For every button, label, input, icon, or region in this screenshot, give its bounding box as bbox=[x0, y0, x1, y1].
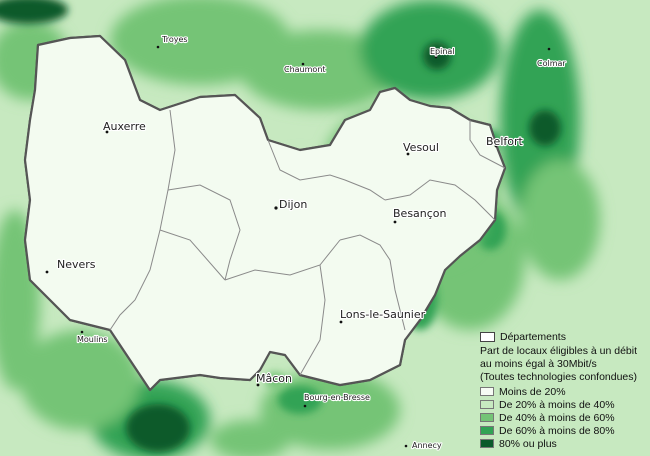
city-label-bourg: Bourg-en-Bresse bbox=[304, 393, 370, 402]
city-macon: Mâcon bbox=[255, 371, 293, 387]
city-marker bbox=[45, 270, 49, 274]
legend-class-label: De 60% à moins de 80% bbox=[499, 424, 615, 437]
legend-departments-label: Départements bbox=[500, 330, 566, 343]
city-label-belfort: Belfort bbox=[486, 135, 523, 148]
city-label-dijon: Dijon bbox=[279, 198, 307, 211]
city-marker bbox=[156, 45, 160, 49]
city-annecy: Annecy bbox=[404, 440, 443, 451]
department-boundaries bbox=[109, 109, 506, 376]
city-marker bbox=[105, 130, 109, 134]
legend-swatch bbox=[480, 426, 494, 435]
legend-swatch bbox=[480, 413, 494, 422]
city-auxerre: Auxerre bbox=[102, 119, 147, 134]
city-marker bbox=[80, 330, 84, 334]
legend-class-label: Moins de 20% bbox=[499, 385, 566, 398]
city-bourg: Bourg-en-Bresse bbox=[303, 392, 371, 408]
city-epinal: Epinal bbox=[429, 46, 456, 59]
city-marker bbox=[404, 444, 408, 448]
city-label-colmar: Colmar bbox=[537, 59, 566, 68]
city-label-annecy: Annecy bbox=[412, 441, 442, 450]
city-marker bbox=[494, 144, 498, 148]
legend-swatch bbox=[480, 400, 494, 409]
city-moulins: Moulins bbox=[76, 330, 109, 345]
city-belfort: Belfort bbox=[485, 134, 525, 149]
city-label-auxerre: Auxerre bbox=[103, 120, 146, 133]
legend-title-line: Part de locaux éligibles à un débit bbox=[480, 345, 638, 357]
city-label-macon: Mâcon bbox=[256, 372, 292, 385]
legend-class-row: De 20% à moins de 40% bbox=[480, 398, 650, 411]
city-dijon: Dijon bbox=[274, 197, 308, 212]
city-marker bbox=[406, 152, 410, 156]
legend-class-label: De 20% à moins de 40% bbox=[499, 398, 615, 411]
legend-class-label: De 40% à moins de 60% bbox=[499, 411, 615, 424]
city-marker bbox=[274, 206, 278, 210]
city-layer: Troyes Chaumont Epinal Colmar Auxerre Ve… bbox=[45, 34, 567, 451]
legend-title-line: au moins égal à 30Mbit/s bbox=[480, 358, 597, 370]
city-marker bbox=[256, 383, 260, 387]
city-label-vesoul: Vesoul bbox=[403, 141, 439, 154]
city-marker bbox=[339, 320, 343, 324]
city-label-nevers: Nevers bbox=[57, 258, 96, 271]
legend-class-row: 80% ou plus bbox=[480, 437, 650, 450]
legend-class-row: De 60% à moins de 80% bbox=[480, 424, 650, 437]
city-troyes: Troyes bbox=[156, 34, 189, 49]
legend-title: Part de locaux éligibles à un débit au m… bbox=[480, 345, 650, 384]
city-vesoul: Vesoul bbox=[402, 140, 440, 156]
legend-class-row: De 40% à moins de 60% bbox=[480, 411, 650, 424]
legend-departments: Départements bbox=[480, 330, 650, 343]
city-label-epinal: Epinal bbox=[430, 47, 455, 56]
city-marker bbox=[393, 220, 397, 224]
legend-swatch bbox=[480, 439, 494, 448]
city-label-chaumont: Chaumont bbox=[284, 65, 326, 74]
city-nevers: Nevers bbox=[45, 257, 97, 274]
city-lons: Lons-le-Saunier bbox=[339, 307, 427, 324]
map-legend: Départements Part de locaux éligibles à … bbox=[480, 330, 650, 450]
city-besancon: Besançon bbox=[392, 206, 448, 224]
city-marker bbox=[303, 404, 307, 408]
city-marker bbox=[434, 55, 438, 59]
legend-class-label: 80% ou plus bbox=[499, 437, 557, 450]
legend-swatch bbox=[480, 387, 494, 396]
legend-class-row: Moins de 20% bbox=[480, 385, 650, 398]
city-label-besancon: Besançon bbox=[393, 207, 447, 220]
city-label-troyes: Troyes bbox=[161, 35, 188, 44]
city-label-moulins: Moulins bbox=[77, 335, 108, 344]
city-marker bbox=[301, 62, 305, 66]
city-marker bbox=[547, 47, 551, 51]
legend-title-line: (Toutes technologies confondues) bbox=[480, 371, 638, 383]
city-chaumont: Chaumont bbox=[283, 62, 327, 75]
city-colmar: Colmar bbox=[536, 47, 567, 69]
department-outline-swatch bbox=[480, 331, 495, 342]
city-label-lons: Lons-le-Saunier bbox=[340, 308, 426, 321]
